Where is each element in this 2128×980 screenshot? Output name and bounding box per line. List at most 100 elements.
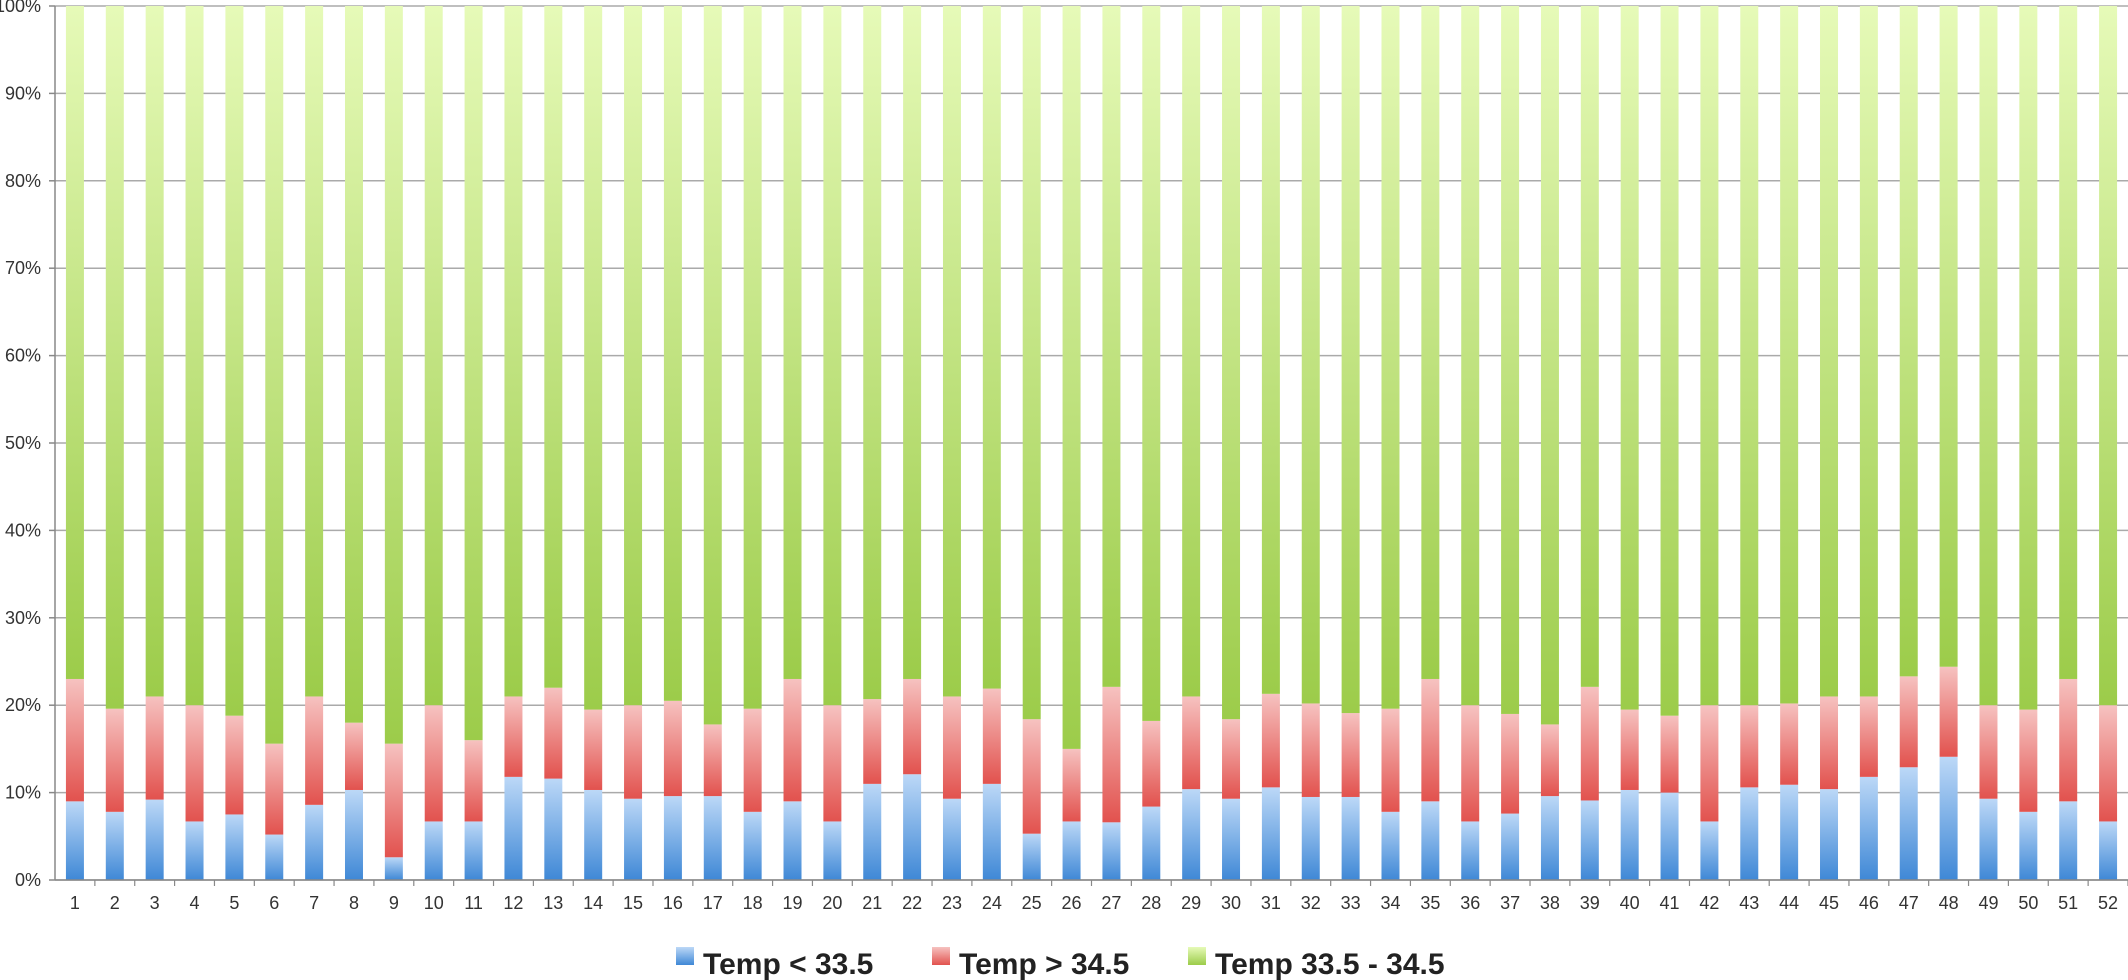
bar-segment-red <box>1820 696 1839 790</box>
x-tick-label: 2 <box>110 893 120 913</box>
x-tick-label: 45 <box>1819 893 1839 913</box>
y-tick-label: 90% <box>5 83 41 103</box>
bar-segment-red <box>703 724 722 797</box>
x-tick-label: 1 <box>70 893 80 913</box>
bar-segment-blue <box>1461 821 1480 880</box>
bar-segment-red <box>1580 686 1599 801</box>
bar-segment-red <box>1740 705 1759 788</box>
bar-segment-green <box>942 6 961 697</box>
bar-segment-green <box>1022 6 1041 720</box>
bar-segment-green <box>2019 6 2038 710</box>
grid-layer <box>55 5 2128 881</box>
x-tick-label: 7 <box>309 893 319 913</box>
bar-segment-red <box>265 743 284 835</box>
bar-segment-blue <box>384 857 403 880</box>
x-tick-label: 13 <box>543 893 563 913</box>
x-tick-label: 29 <box>1181 893 1201 913</box>
bar-segment-green <box>663 6 682 701</box>
bar-segment-blue <box>1580 800 1599 880</box>
bar-segment-green <box>1461 6 1480 706</box>
legend-label-red: Temp > 34.5 <box>959 948 1129 980</box>
x-tick-label: 44 <box>1779 893 1799 913</box>
bar-segment-blue <box>1501 813 1520 880</box>
bar-segment-blue <box>1780 784 1799 880</box>
bar-segment-red <box>384 743 403 858</box>
legend-item-green: Temp 33.5 - 34.5 <box>1188 947 1445 980</box>
bar-segment-blue <box>1979 798 1998 880</box>
x-tick-label: 15 <box>623 893 643 913</box>
bar-segment-red <box>982 688 1001 784</box>
bar-segment-green <box>1620 6 1639 710</box>
bar-segment-red <box>464 740 483 822</box>
x-tick-label: 23 <box>942 893 962 913</box>
x-tick-label: 16 <box>663 893 683 913</box>
bar-segment-green <box>584 6 603 710</box>
x-tick-label: 32 <box>1301 893 1321 913</box>
bar-segment-green <box>1859 6 1878 697</box>
x-tick-label: 46 <box>1859 893 1879 913</box>
y-tick-label: 50% <box>5 433 41 453</box>
bar-segment-red <box>584 709 603 790</box>
bar-segment-red <box>624 705 643 799</box>
x-tick-label: 8 <box>349 893 359 913</box>
bar-segment-blue <box>2099 821 2118 880</box>
x-tick-label: 30 <box>1221 893 1241 913</box>
bar-segment-green <box>1261 6 1280 694</box>
bar-segment-blue <box>743 811 762 880</box>
bar-segment-red <box>1461 705 1480 822</box>
bar-segment-blue <box>1740 787 1759 880</box>
bar-segment-green <box>225 6 244 716</box>
y-tick-label: 100% <box>0 0 41 16</box>
bar-segment-green <box>1540 6 1559 725</box>
bar-segment-green <box>344 6 363 723</box>
bar-segment-red <box>1142 720 1161 807</box>
bar-segment-blue <box>145 799 164 880</box>
bar-segment-red <box>743 708 762 812</box>
x-tick-label: 24 <box>982 893 1002 913</box>
x-tick-label: 52 <box>2098 893 2118 913</box>
y-tick-label: 40% <box>5 520 41 540</box>
bar-segment-blue <box>344 789 363 880</box>
bar-segment-green <box>903 6 922 679</box>
bar-segment-blue <box>1142 806 1161 880</box>
bar-segment-green <box>1421 6 1440 679</box>
bar-segment-blue <box>982 783 1001 880</box>
bar-segment-red <box>544 687 563 779</box>
bar-segment-blue <box>105 811 124 880</box>
bar-segment-blue <box>1700 821 1719 880</box>
x-tick-label: 50 <box>2018 893 2038 913</box>
bar-segment-red <box>105 708 124 812</box>
x-tick-label: 48 <box>1939 893 1959 913</box>
bar-segment-green <box>2099 6 2118 706</box>
bar-segment-green <box>624 6 643 706</box>
bar-segment-blue <box>1301 796 1320 880</box>
bar-segment-green <box>783 6 802 679</box>
bar-segment-blue <box>464 821 483 880</box>
bar-segment-red <box>1381 708 1400 812</box>
x-tick-label: 5 <box>229 893 239 913</box>
bar-segment-red <box>2099 705 2118 822</box>
bar-segment-red <box>424 705 443 822</box>
bar-segment-red <box>1062 748 1081 822</box>
bar-segment-blue <box>1381 811 1400 880</box>
bar-segment-red <box>1022 719 1041 834</box>
bar-segment-red <box>1780 703 1799 785</box>
x-tick-label: 20 <box>822 893 842 913</box>
x-tick-label: 43 <box>1739 893 1759 913</box>
x-tick-label: 38 <box>1540 893 1560 913</box>
x-tick-label: 17 <box>703 893 723 913</box>
bar-segment-blue <box>1222 798 1241 880</box>
bar-segment-red <box>1261 693 1280 788</box>
bar-segment-blue <box>1620 789 1639 880</box>
bar-segment-blue <box>942 798 961 880</box>
bar-segment-red <box>903 678 922 775</box>
bar-segment-red <box>65 678 84 802</box>
bar-segment-blue <box>1182 789 1201 880</box>
x-tick-label: 28 <box>1141 893 1161 913</box>
x-tick-label: 36 <box>1460 893 1480 913</box>
bar-segment-blue <box>584 789 603 880</box>
bar-segment-blue <box>823 821 842 880</box>
bar-segment-blue <box>1660 792 1679 880</box>
bar-segment-green <box>743 6 762 709</box>
